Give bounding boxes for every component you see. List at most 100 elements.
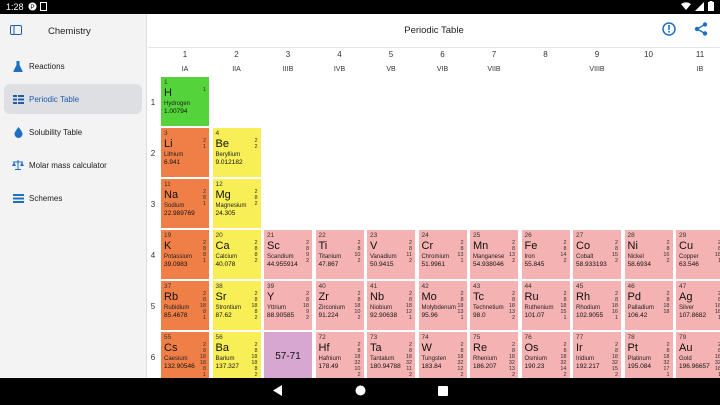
share-icon[interactable] bbox=[694, 22, 708, 39]
element-cell[interactable]: 20 Ca Calcium 40.078 2 8 8 2 bbox=[211, 229, 262, 280]
element-cell[interactable]: 75 Re Rhenium 186.207 2 8 18 32 13 2 bbox=[469, 331, 519, 378]
sidebar-item-solubility-table[interactable]: Solubility Table bbox=[4, 117, 142, 147]
element-cell[interactable]: 78 Pt Platinum 195.084 2 8 18 32 17 1 bbox=[623, 331, 674, 378]
recents-icon[interactable] bbox=[437, 383, 448, 401]
electron-shells: 2 8 18 12 1 bbox=[405, 291, 412, 321]
status-app-icon: P bbox=[27, 1, 37, 13]
electron-shells: 2 8 18 1 bbox=[714, 240, 720, 264]
sidebar-item-reactions[interactable]: Reactions bbox=[4, 51, 142, 81]
element-name: Potassium bbox=[164, 254, 193, 260]
electron-shells: 2 8 18 15 1 bbox=[560, 291, 567, 321]
element-name: Tantalum bbox=[370, 356, 395, 362]
atomic-number: 41 bbox=[370, 283, 378, 290]
element-cell[interactable]: 40 Zr Zirconium 91.224 2 8 18 10 2 bbox=[314, 280, 365, 331]
element-name: Yttrium bbox=[267, 305, 287, 311]
element-name: Hafnium bbox=[318, 356, 341, 362]
battery-icon bbox=[708, 1, 714, 13]
group-label: VB bbox=[386, 66, 396, 73]
element-symbol: Rh bbox=[576, 291, 591, 303]
element-cell[interactable]: 4 Be Beryllium 9.012182 2 2 bbox=[211, 127, 262, 178]
element-cell[interactable]: 37 Rb Rubidium 85.4678 2 8 18 8 1 bbox=[160, 280, 210, 331]
lanthanide-group-cell[interactable]: 57-71 bbox=[263, 331, 313, 378]
period-number: 5 bbox=[150, 302, 156, 311]
atomic-mass: 180.94788 bbox=[370, 363, 401, 370]
element-cell[interactable]: 56 Ba Barium 137.327 2 8 18 18 8 2 bbox=[211, 331, 262, 378]
sidebar: Chemistry Reactions Periodic Table Solub… bbox=[0, 14, 147, 378]
atomic-number: 56 bbox=[215, 334, 223, 341]
element-cell[interactable]: 12 Mg Magnesium 24.305 2 8 2 bbox=[211, 178, 262, 229]
element-cell[interactable]: 45 Rh Rhodium 102.9055 2 8 18 16 1 bbox=[572, 280, 622, 331]
element-cell[interactable]: 27 Co Cobalt 58.933193 2 8 15 2 bbox=[572, 229, 622, 280]
atomic-mass: 24.305 bbox=[215, 210, 236, 217]
atomic-number: 42 bbox=[421, 283, 429, 290]
element-cell[interactable]: 43 Tc Technetium 98.0 2 8 18 13 2 bbox=[469, 280, 519, 331]
element-cell[interactable]: 42 Mo Molybdenum 95.96 2 8 18 13 1 bbox=[417, 280, 468, 331]
element-name: Barium bbox=[215, 356, 235, 362]
element-cell[interactable]: 19 K Potassium 39.0983 2 8 8 1 bbox=[160, 229, 210, 280]
element-cell[interactable]: 44 Ru Ruthenium 101.07 2 8 18 15 1 bbox=[520, 280, 571, 331]
element-cell[interactable]: 21 Sc Scandium 44.955914 2 8 9 2 bbox=[263, 229, 313, 280]
electron-shells: 2 8 18 32 13 2 bbox=[508, 342, 515, 378]
atomic-number: 4 bbox=[215, 130, 220, 137]
sidebar-item-molar-mass-calculator[interactable]: Molar mass calculator bbox=[4, 150, 142, 180]
element-symbol: Ti bbox=[318, 240, 328, 252]
group-number: 11 bbox=[695, 50, 705, 59]
element-cell[interactable]: 46 Pd Palladium 106.42 2 8 18 18 bbox=[623, 280, 674, 331]
element-cell[interactable]: 39 Y Yttrium 88.90585 2 8 18 9 2 bbox=[263, 280, 313, 331]
home-icon[interactable] bbox=[355, 383, 366, 401]
atomic-number: 1 bbox=[164, 79, 168, 86]
element-cell[interactable]: 26 Fe Iron 55.845 2 8 14 2 bbox=[520, 229, 571, 280]
element-symbol: V bbox=[370, 240, 378, 252]
group-label: VIB bbox=[436, 66, 449, 73]
element-cell[interactable]: 24 Cr Chromium 51.9961 2 8 13 1 bbox=[417, 229, 468, 280]
element-cell[interactable]: 3 Li Lithium 6.941 2 1 bbox=[160, 127, 210, 178]
atomic-mass: 137.327 bbox=[215, 363, 240, 370]
element-cell[interactable]: 76 Os Osmium 190.23 2 8 18 32 14 2 bbox=[520, 331, 571, 378]
topbar-actions bbox=[662, 22, 708, 39]
info-icon[interactable] bbox=[662, 22, 676, 39]
element-cell[interactable]: 74 W Tungsten 183.84 2 8 18 32 12 2 bbox=[417, 331, 468, 378]
electron-shells: 2 8 18 16 1 bbox=[611, 291, 618, 321]
element-cell[interactable]: 77 Ir Iridium 192.217 2 8 18 32 15 2 bbox=[572, 331, 622, 378]
element-cell[interactable]: 55 Cs Caesium 132.90546 2 8 18 18 8 1 bbox=[160, 331, 210, 378]
element-cell[interactable]: 25 Mn Manganese 54.938046 2 8 13 2 bbox=[469, 229, 519, 280]
element-name: Strontium bbox=[215, 305, 242, 311]
sidebar-toggle-icon[interactable] bbox=[10, 22, 22, 40]
back-icon[interactable] bbox=[272, 383, 283, 401]
period-number: 3 bbox=[150, 200, 156, 209]
element-symbol: Li bbox=[164, 138, 173, 150]
status-time: 1:28 bbox=[6, 2, 24, 12]
element-cell[interactable]: 23 V Vanadium 50.9415 2 8 11 2 bbox=[366, 229, 416, 280]
electron-shells: 2 8 18 18 1 bbox=[714, 291, 720, 321]
element-cell[interactable]: 28 Ni Nickel 58.6934 2 8 16 2 bbox=[623, 229, 674, 280]
atomic-number: 44 bbox=[524, 283, 532, 290]
electron-shells: 2 8 18 9 2 bbox=[302, 291, 309, 321]
sidebar-item-schemes[interactable]: Schemes bbox=[4, 183, 142, 213]
top-bar: Periodic Table bbox=[148, 14, 720, 48]
element-name: Sodium bbox=[164, 203, 185, 209]
element-cell[interactable]: 72 Hf Hafnium 178.49 2 8 18 32 10 2 bbox=[314, 331, 365, 378]
element-cell[interactable]: 73 Ta Tantalum 180.94788 2 8 18 32 11 2 bbox=[366, 331, 416, 378]
atomic-number: 43 bbox=[473, 283, 481, 290]
electron-shells: 2 8 14 2 bbox=[560, 240, 567, 264]
period-number: 4 bbox=[150, 251, 156, 260]
element-cell[interactable]: 41 Nb Niobium 92.90638 2 8 18 12 1 bbox=[366, 280, 416, 331]
atomic-mass: 190.23 bbox=[524, 363, 545, 370]
group-label: IVB bbox=[333, 66, 346, 73]
atomic-number: 21 bbox=[267, 232, 275, 239]
atomic-number: 79 bbox=[679, 334, 687, 341]
element-cell[interactable]: 11 Na Sodium 22.989769 2 8 1 bbox=[160, 178, 210, 229]
element-cell[interactable]: 38 Sr Strontium 87.62 2 8 18 8 2 bbox=[211, 280, 262, 331]
sidebar-item-periodic-table[interactable]: Periodic Table bbox=[4, 84, 142, 114]
page-title: Periodic Table bbox=[404, 25, 464, 36]
element-symbol: Be bbox=[215, 138, 229, 150]
element-name: Tungsten bbox=[421, 356, 447, 362]
element-cell[interactable]: 22 Ti Titanium 47.867 2 8 10 2 bbox=[314, 229, 365, 280]
element-name: Scandium bbox=[267, 254, 294, 260]
element-cell[interactable]: 1 H Hydrogen 1.00794 1 bbox=[160, 76, 210, 127]
atomic-mass: 39.0983 bbox=[164, 261, 188, 268]
element-name: Chromium bbox=[421, 254, 450, 260]
